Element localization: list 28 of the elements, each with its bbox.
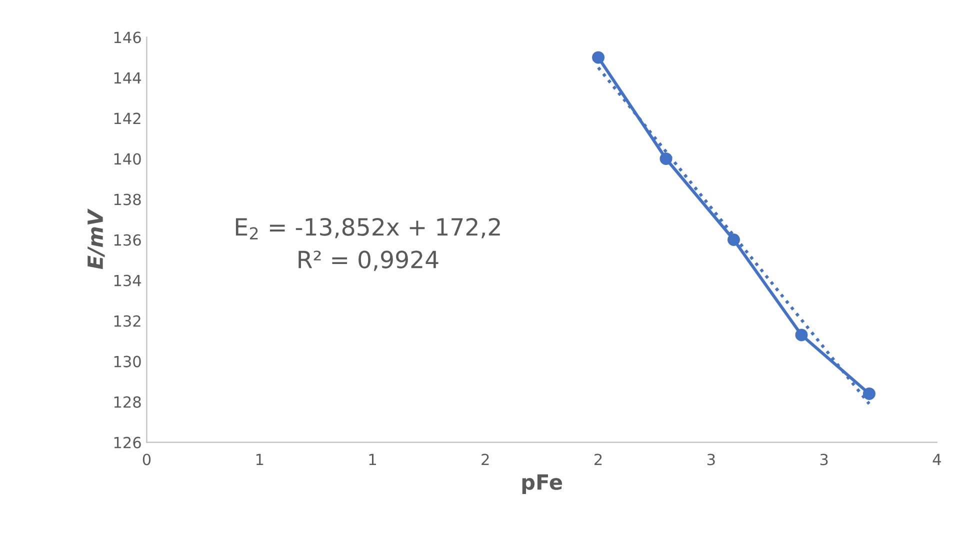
point [660,152,672,165]
point [795,328,808,342]
y-tick-label: 142 [114,112,140,124]
point [862,387,876,400]
x-tick-label: 1 [256,454,264,466]
x-axis-title: pFe [522,474,562,494]
y-tick-label: 128 [114,396,141,408]
y-tick-label: 144 [114,72,142,84]
y-tick-label: 126 [114,436,141,448]
y-tick-label: 140 [114,153,141,165]
x-tick-label: 0 [142,454,151,466]
annotation: E$_{2}$ = -13,852x + 172,2 [236,218,500,240]
x-tick-label: 3 [820,454,828,466]
y-tick-label: 138 [114,194,141,206]
x-tick-label: 3 [707,454,715,466]
x-tick-label: 2 [594,454,602,466]
y-tick-label: 136 [114,234,141,246]
y-tick-label: 146 [114,32,141,44]
y-tick-label: 134 [114,274,142,286]
point [592,51,605,64]
annotation: R² = 0,9924 [298,250,438,271]
y-axis-title: E/mV [88,208,105,270]
y-tick-label: 130 [114,356,141,368]
x-tick-label: 1 [369,454,376,466]
point [727,234,740,246]
x-tick-label: 2 [482,454,489,466]
x-tick-label: 4 [932,454,941,466]
y-tick-label: 132 [114,315,140,327]
